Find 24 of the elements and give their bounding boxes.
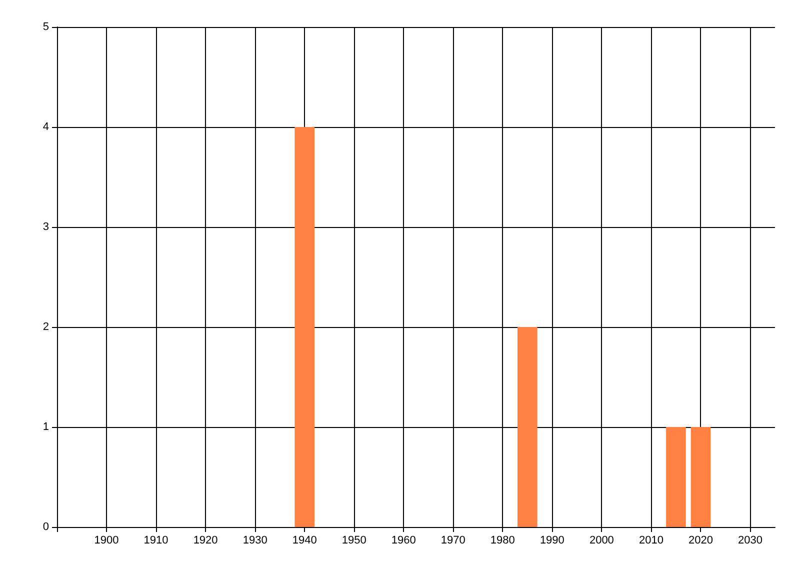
x-tick-label: 2020 [688, 534, 713, 546]
bar [294, 127, 314, 527]
y-tick-label: 5 [42, 21, 49, 33]
bar [518, 327, 538, 527]
x-tick-label: 1940 [292, 534, 317, 546]
x-tick-label: 1970 [440, 534, 466, 546]
x-tick-label: 1950 [342, 534, 366, 546]
x-tick-label: 1910 [144, 534, 168, 546]
y-tick-label: 2 [42, 321, 49, 333]
bar [666, 427, 686, 527]
bar [690, 427, 711, 527]
x-tick-label: 1990 [540, 534, 564, 546]
x-tick-label: 1930 [242, 534, 268, 546]
x-tick-label: 2010 [638, 534, 664, 546]
x-tick-label: 1920 [193, 534, 218, 546]
x-tick-label: 2030 [738, 534, 762, 546]
x-tick-label: 2000 [589, 534, 614, 546]
x-tick-label: 1960 [391, 534, 416, 546]
y-tick-label: 4 [42, 121, 49, 133]
y-tick-label: 3 [42, 221, 49, 233]
y-tick-label: 0 [42, 521, 49, 533]
x-tick-label: 1900 [94, 534, 119, 546]
x-tick-label: 1980 [490, 534, 515, 546]
y-tick-label: 1 [42, 421, 49, 433]
